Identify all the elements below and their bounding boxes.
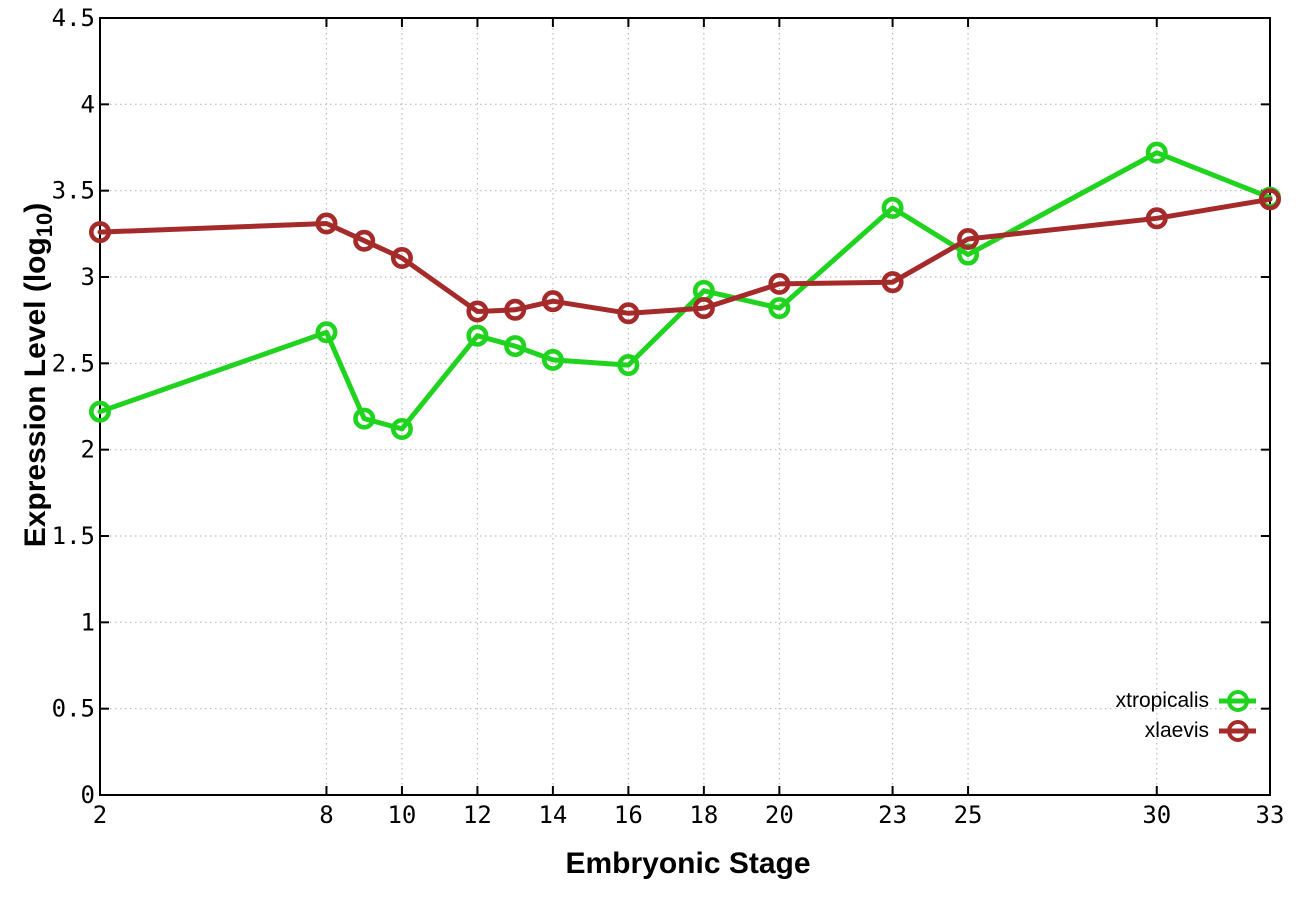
- y-axis-label-close: ): [19, 202, 52, 213]
- x-tick-label: 12: [463, 801, 492, 829]
- x-tick-label: 23: [878, 801, 907, 829]
- y-tick-label: 0: [81, 781, 95, 809]
- legend-item-xlaevis: xlaevis: [1145, 719, 1256, 743]
- x-tick-label: 18: [689, 801, 718, 829]
- data-point-xlaevis: [466, 300, 489, 323]
- y-tick-label: 2: [81, 436, 95, 464]
- x-tick-label: 20: [765, 801, 794, 829]
- data-point-xtropicalis: [768, 297, 791, 320]
- legend-label-xlaevis: xlaevis: [1144, 719, 1209, 742]
- data-point-xlaevis: [1259, 188, 1282, 211]
- legend-item-xtropicalis: xtropicalis: [1116, 689, 1256, 713]
- plot-border: [99, 17, 1271, 796]
- y-tick-label: 4.5: [52, 4, 95, 32]
- data-point-xlaevis: [768, 272, 791, 295]
- legend-label-xtropicalis: xtropicalis: [1115, 689, 1209, 712]
- y-tick-label: 1.5: [52, 522, 95, 550]
- data-point-xlaevis: [504, 298, 527, 321]
- data-point-xlaevis: [617, 302, 640, 325]
- x-axis-label: Embryonic Stage: [565, 847, 811, 880]
- data-point-xlaevis: [957, 228, 980, 251]
- series-line-xtropicalis: [97, 150, 1273, 432]
- data-point-xlaevis: [89, 221, 112, 244]
- data-point-xtropicalis: [89, 400, 112, 423]
- x-tick-label: 33: [1256, 801, 1285, 829]
- data-point-xtropicalis: [1145, 141, 1168, 164]
- data-point-xlaevis: [881, 271, 904, 294]
- x-tick-label: 10: [387, 801, 416, 829]
- data-point-xlaevis: [353, 229, 376, 252]
- y-tick-label: 3: [81, 263, 95, 291]
- data-point-xtropicalis: [390, 417, 413, 440]
- data-point-xtropicalis: [466, 324, 489, 347]
- data-point-xlaevis: [541, 290, 564, 313]
- data-point-xtropicalis: [315, 321, 338, 344]
- data-point-xtropicalis: [617, 354, 640, 377]
- y-tick-label: 4: [81, 90, 95, 118]
- y-tick-label: 3.5: [52, 177, 95, 205]
- data-point-xlaevis: [1145, 207, 1168, 230]
- y-axis-label: Expression Level (log10): [19, 202, 57, 548]
- x-tick-label: 14: [538, 801, 567, 829]
- data-point-xlaevis: [692, 297, 715, 320]
- legend-marker-xtropicalis: [1219, 689, 1256, 713]
- legend-circle-marker-icon: [1226, 690, 1249, 712]
- data-point-xlaevis: [390, 247, 413, 270]
- y-tick-label: 1: [81, 608, 95, 636]
- data-point-xtropicalis: [881, 196, 904, 219]
- data-point-xtropicalis: [353, 407, 376, 430]
- data-point-xtropicalis: [504, 335, 527, 358]
- y-tick-label: 2.5: [52, 349, 95, 377]
- series-line-xlaevis: [97, 196, 1273, 316]
- y-axis-label-subscript: 10: [32, 212, 57, 238]
- x-tick-label: 30: [1142, 801, 1171, 829]
- data-point-xtropicalis: [541, 348, 564, 371]
- legend-circle-marker-icon: [1226, 720, 1249, 742]
- x-tick-label: 25: [954, 801, 983, 829]
- x-tick-label: 2: [93, 801, 107, 829]
- y-axis-label-text: Expression Level (log: [19, 237, 52, 548]
- y-tick-label: 0.5: [52, 695, 95, 723]
- x-tick-label: 8: [319, 801, 333, 829]
- x-tick-label: 16: [614, 801, 643, 829]
- legend-marker-xlaevis: [1219, 719, 1256, 743]
- data-point-xlaevis: [315, 212, 338, 235]
